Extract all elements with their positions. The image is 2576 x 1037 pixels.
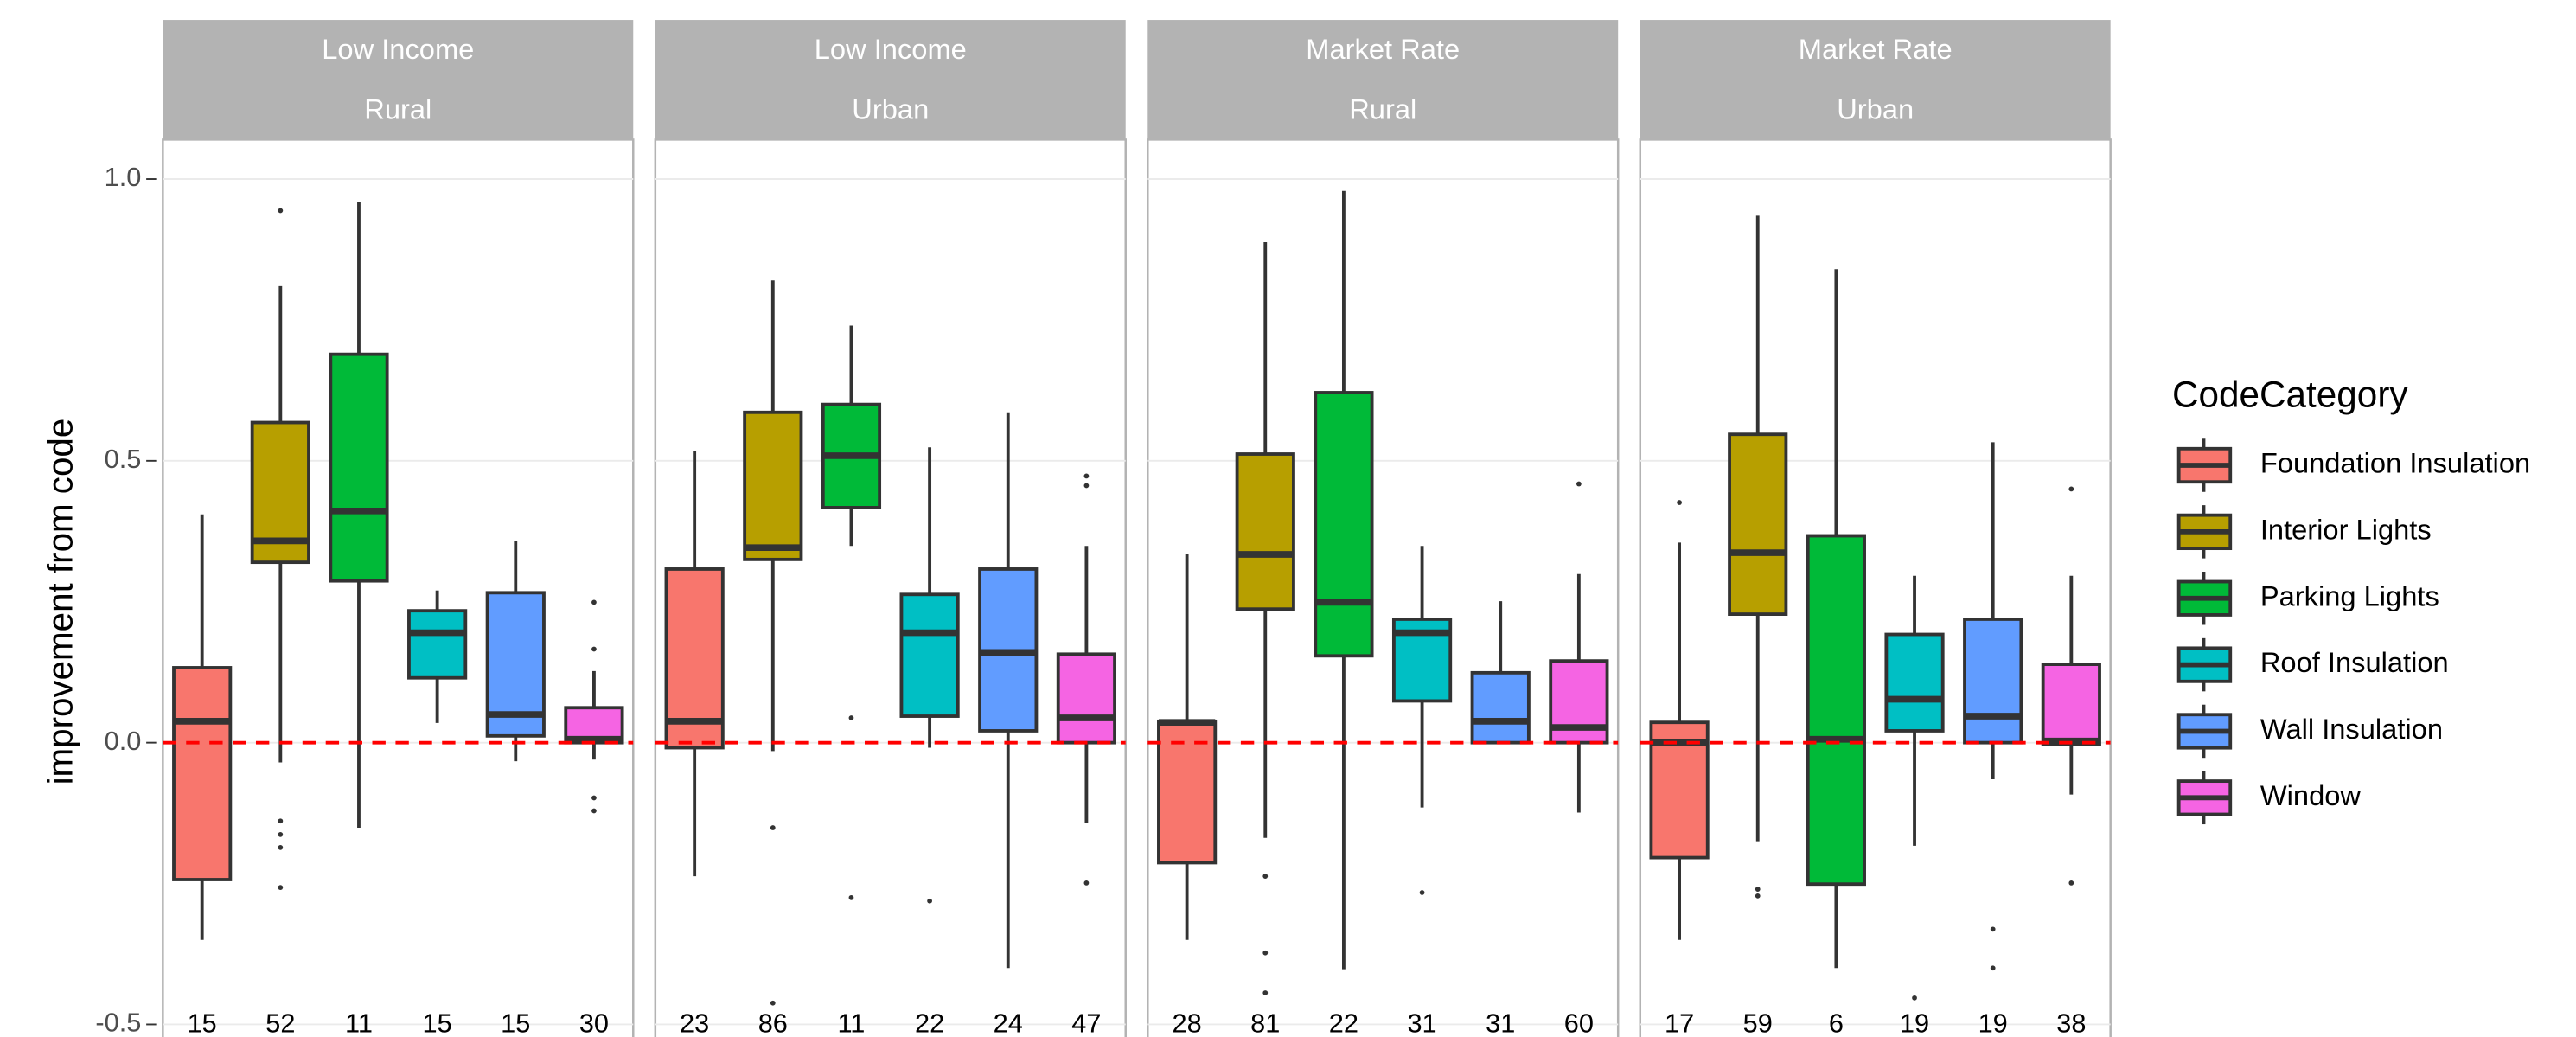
outlier <box>1755 893 1761 899</box>
box <box>1806 534 1866 887</box>
y-tick-label: -0.5 <box>95 1008 141 1037</box>
strip <box>655 20 1126 140</box>
outlier <box>1912 995 1917 1001</box>
y-tick-label: 0.0 <box>105 726 142 756</box>
count-label: 52 <box>265 1008 295 1037</box>
count-label: 23 <box>680 1008 709 1037</box>
outlier <box>848 894 854 900</box>
outlier <box>1262 990 1269 995</box>
outlier <box>2068 486 2074 492</box>
legend-label: Wall Insulation <box>2260 713 2443 745</box>
count-label: 17 <box>1665 1008 1694 1037</box>
box <box>899 592 960 718</box>
count-label: 22 <box>1329 1008 1358 1037</box>
outlier <box>591 646 597 652</box>
count-label: 31 <box>1407 1008 1436 1037</box>
outlier <box>1419 890 1425 895</box>
count-label: 28 <box>1173 1008 1202 1037</box>
outlier <box>1576 481 1582 487</box>
outlier <box>591 795 597 801</box>
count-label: 60 <box>1564 1008 1594 1037</box>
count-label: 86 <box>758 1008 788 1037</box>
strip-label: Market Rate <box>1799 33 1953 65</box>
outlier <box>848 715 854 720</box>
count-label: 19 <box>1900 1008 1929 1037</box>
strip-label: Urban <box>852 93 929 125</box>
y-tick-label: 1.0 <box>105 162 142 192</box>
legend-label: Window <box>2260 779 2362 811</box>
box <box>1235 452 1295 611</box>
count-label: 11 <box>345 1008 373 1037</box>
outlier <box>770 1000 776 1006</box>
panel <box>162 138 635 1037</box>
count-label: 81 <box>1250 1008 1280 1037</box>
box <box>329 352 389 583</box>
strip-label: Urban <box>1837 93 1914 125</box>
y-axis-label: improvement from code <box>41 419 80 785</box>
outlier <box>1083 483 1090 489</box>
outlier <box>1262 874 1269 879</box>
box <box>1470 670 1531 745</box>
box <box>1728 432 1788 616</box>
box <box>1314 391 1374 658</box>
strip-label: Low Income <box>815 33 967 65</box>
strip-label: Rural <box>364 93 431 125</box>
box <box>743 410 803 561</box>
box <box>1884 632 1945 733</box>
outlier <box>591 808 597 814</box>
strip <box>1147 20 1619 140</box>
panel <box>1147 138 1620 1037</box>
count-label: 38 <box>2056 1008 2086 1037</box>
box <box>172 666 233 881</box>
legend-label: Foundation Insulation <box>2260 447 2530 479</box>
strip-label: Rural <box>1349 93 1416 125</box>
outlier <box>1083 880 1090 886</box>
count-label: 15 <box>423 1008 452 1037</box>
count-label: 19 <box>1978 1008 2008 1037</box>
box <box>1056 652 1116 745</box>
outlier <box>1677 500 1682 505</box>
outlier <box>1262 950 1269 956</box>
strip <box>163 20 634 140</box>
legend-title: CodeCategory <box>2172 374 2408 414</box>
count-label: 47 <box>1071 1008 1101 1037</box>
outlier <box>278 844 284 850</box>
outlier <box>1755 887 1761 892</box>
count-label: 24 <box>994 1008 1023 1037</box>
count-label: 31 <box>1486 1008 1515 1037</box>
outlier <box>2068 880 2074 886</box>
count-label: 30 <box>579 1008 609 1037</box>
box <box>1963 618 2023 745</box>
count-label: 22 <box>915 1008 944 1037</box>
outlier <box>278 831 284 837</box>
outlier <box>1990 965 1996 971</box>
y-tick-label: 0.5 <box>105 444 142 474</box>
outlier <box>591 599 597 605</box>
outlier <box>278 818 284 824</box>
strip-label: Market Rate <box>1306 33 1460 65</box>
outlier <box>1083 473 1090 479</box>
count-label: 15 <box>501 1008 530 1037</box>
legend-label: Parking Lights <box>2260 579 2439 611</box>
outlier <box>927 898 932 904</box>
panel <box>1639 138 2112 1037</box>
box <box>407 609 468 680</box>
count-label: 11 <box>837 1008 865 1037</box>
count-label: 59 <box>1743 1008 1773 1037</box>
outlier <box>1990 926 1996 932</box>
outlier <box>278 208 284 214</box>
legend-label: Interior Lights <box>2260 513 2432 545</box>
outlier <box>770 825 776 830</box>
strip <box>1640 20 2111 140</box>
strip-label: Low Income <box>322 33 474 65</box>
box <box>2041 663 2101 746</box>
box <box>1157 719 1218 865</box>
count-label: 6 <box>1829 1008 1844 1037</box>
panel <box>654 138 1127 1037</box>
count-label: 15 <box>188 1008 217 1037</box>
outlier <box>278 885 284 890</box>
legend-label: Roof Insulation <box>2260 646 2449 678</box>
